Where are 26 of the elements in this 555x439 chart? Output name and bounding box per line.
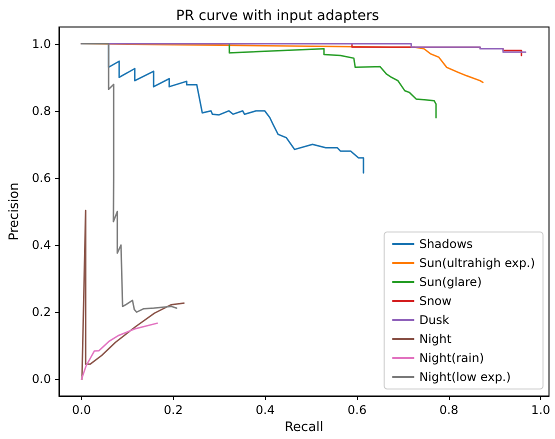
y-tick-label: 0.4: [32, 238, 51, 252]
y-tick-label: 0.2: [32, 305, 51, 320]
legend-label: Sun(glare): [419, 275, 482, 289]
x-tick-label: 0.2: [164, 403, 183, 417]
y-tick-label: 0.6: [32, 170, 51, 185]
x-tick-label: 1.0: [531, 403, 550, 417]
y-tick-label: 1.0: [32, 36, 51, 51]
legend-label: Night(rain): [419, 351, 484, 365]
y-tick-label: 0.0: [32, 372, 51, 386]
y-tick-label: 0.8: [32, 104, 51, 118]
y-axis-title: Precision: [7, 182, 22, 241]
legend-label: Sun(ultrahigh exp.): [419, 256, 536, 270]
x-tick-label: 0.4: [256, 403, 275, 417]
line-series: [81, 210, 185, 380]
line-series: [80, 43, 178, 313]
x-tick-label: 0.0: [72, 403, 92, 417]
x-tick-label: 0.8: [439, 403, 458, 417]
legend-label: Night(low exp.): [419, 370, 511, 384]
line-series: [80, 322, 158, 380]
legend-label: Snow: [419, 294, 452, 308]
legend-label: Night: [419, 332, 452, 346]
chart-title: PR curve with input adapters: [176, 8, 379, 24]
legend-label: Dusk: [419, 313, 450, 327]
x-tick-label: 0.6: [347, 403, 367, 417]
x-axis-title: Recall: [284, 420, 324, 435]
legend-label: Shadows: [419, 237, 473, 251]
